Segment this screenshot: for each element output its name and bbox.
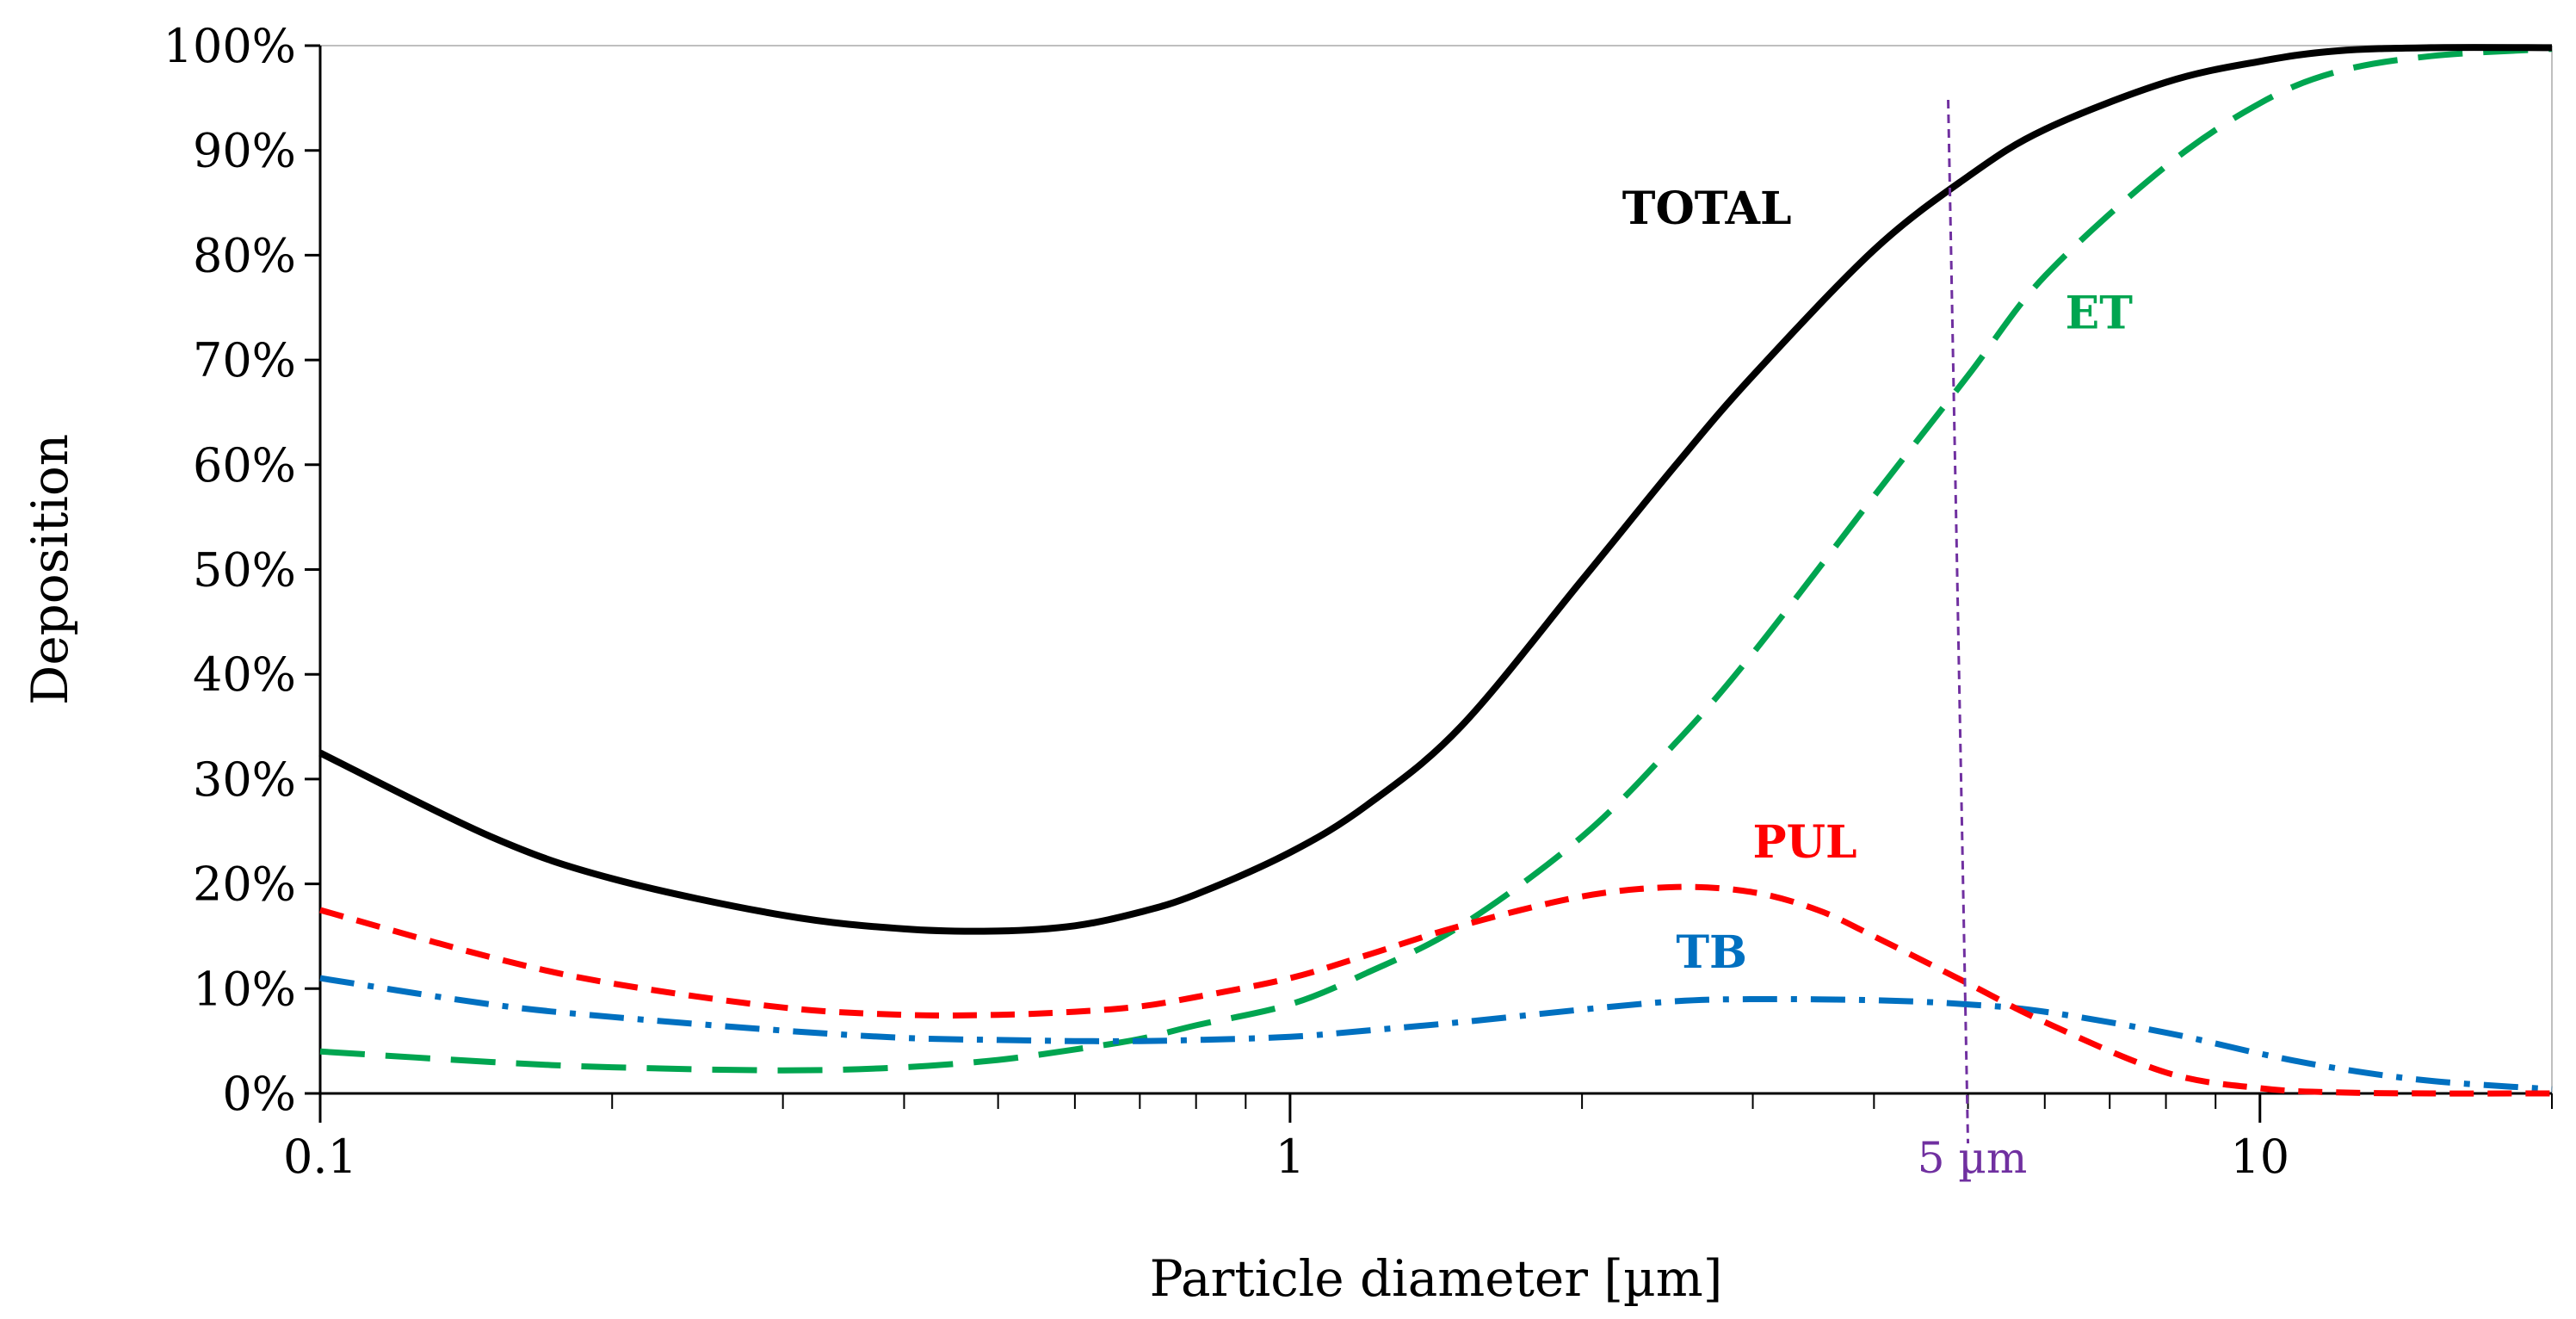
y-tick-label: 20% bbox=[193, 858, 296, 912]
x-tick-label: 1 bbox=[1276, 1130, 1305, 1184]
y-tick-label: 100% bbox=[164, 19, 296, 73]
series-line-tb bbox=[319, 975, 2553, 1093]
y-tick-label: 40% bbox=[193, 647, 296, 702]
reference-layer: 5 µm bbox=[1918, 99, 2028, 1183]
x-tick-label: 0.1 bbox=[283, 1130, 357, 1184]
y-tick-label: 60% bbox=[193, 438, 296, 492]
y-axis-title: Deposition bbox=[21, 434, 79, 705]
x-tick-label: 10 bbox=[2230, 1130, 2289, 1184]
labels-layer: ET TB PUL TOTAL bbox=[1622, 183, 2134, 979]
y-tick-label: 0% bbox=[222, 1067, 296, 1121]
series-layer bbox=[318, 44, 2553, 1097]
y-tick-label: 70% bbox=[193, 333, 296, 387]
series-line-total bbox=[318, 44, 2553, 935]
reference-line-5um bbox=[1947, 99, 1970, 1144]
series-label-et: ET bbox=[2066, 288, 2134, 340]
series-label-tb: TB bbox=[1676, 926, 1747, 979]
series-label-total: TOTAL bbox=[1622, 183, 1792, 235]
axes-layer: 0% 10% 20% 30% 40% 50% 60% 70% 80% 90% 100% 0.1 1 10 P… bbox=[21, 19, 2553, 1308]
x-axis-title: Particle diameter [µm] bbox=[1150, 1249, 1723, 1308]
reference-line-label: 5 µm bbox=[1918, 1133, 2028, 1183]
series-line-pul bbox=[319, 883, 2553, 1097]
y-tick-label: 50% bbox=[193, 543, 296, 598]
series-line-et bbox=[319, 46, 2553, 1074]
y-tick-label: 10% bbox=[193, 962, 296, 1016]
series-label-pul: PUL bbox=[1753, 816, 1857, 869]
y-tick-label: 90% bbox=[193, 124, 296, 178]
y-tick-label: 80% bbox=[193, 228, 296, 282]
y-tick-label: 30% bbox=[193, 752, 296, 807]
